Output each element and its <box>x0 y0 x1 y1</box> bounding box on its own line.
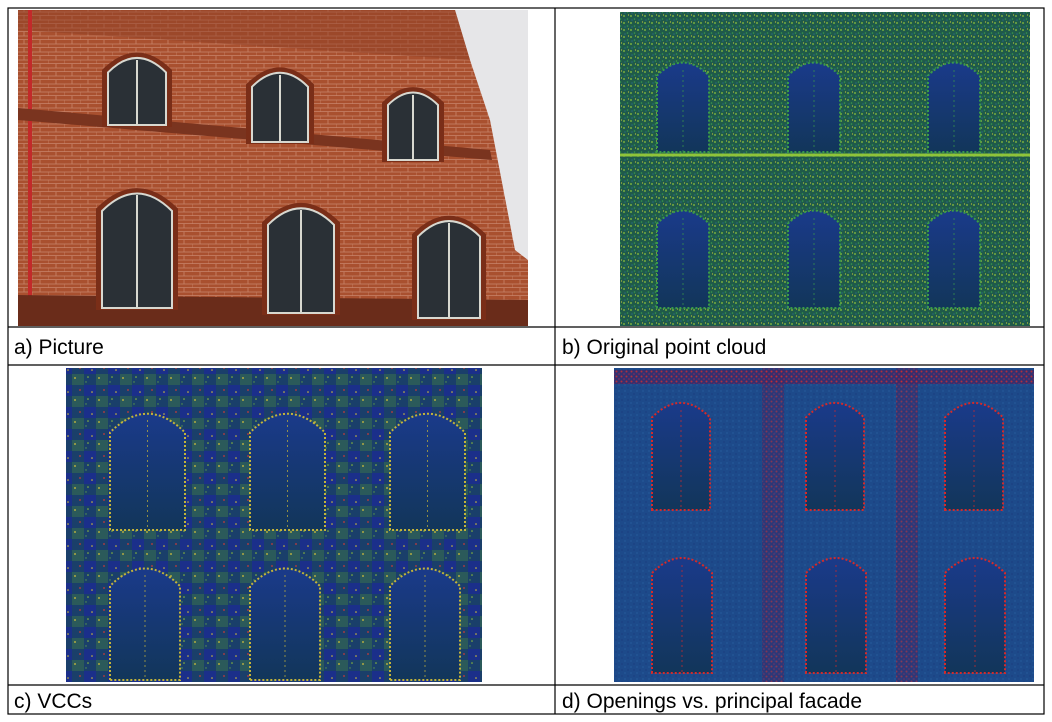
table-border <box>7 7 1045 715</box>
opening-windows <box>651 402 1006 674</box>
window <box>927 61 981 153</box>
window <box>109 567 181 681</box>
window <box>389 567 461 681</box>
window <box>249 567 321 681</box>
pilaster-points <box>762 368 784 682</box>
cornice-points <box>614 370 1034 384</box>
window <box>787 61 841 153</box>
cloud-windows <box>656 61 981 309</box>
photo-windows <box>96 52 486 320</box>
vcc-windows <box>109 412 466 681</box>
caption: d) Openings vs. principal facade <box>562 690 862 713</box>
window <box>656 61 710 153</box>
caption: b) Original point cloud <box>562 336 766 359</box>
pilaster-points <box>896 368 918 682</box>
caption: c) VCCs <box>14 690 92 713</box>
caption: a) Picture <box>14 336 104 359</box>
